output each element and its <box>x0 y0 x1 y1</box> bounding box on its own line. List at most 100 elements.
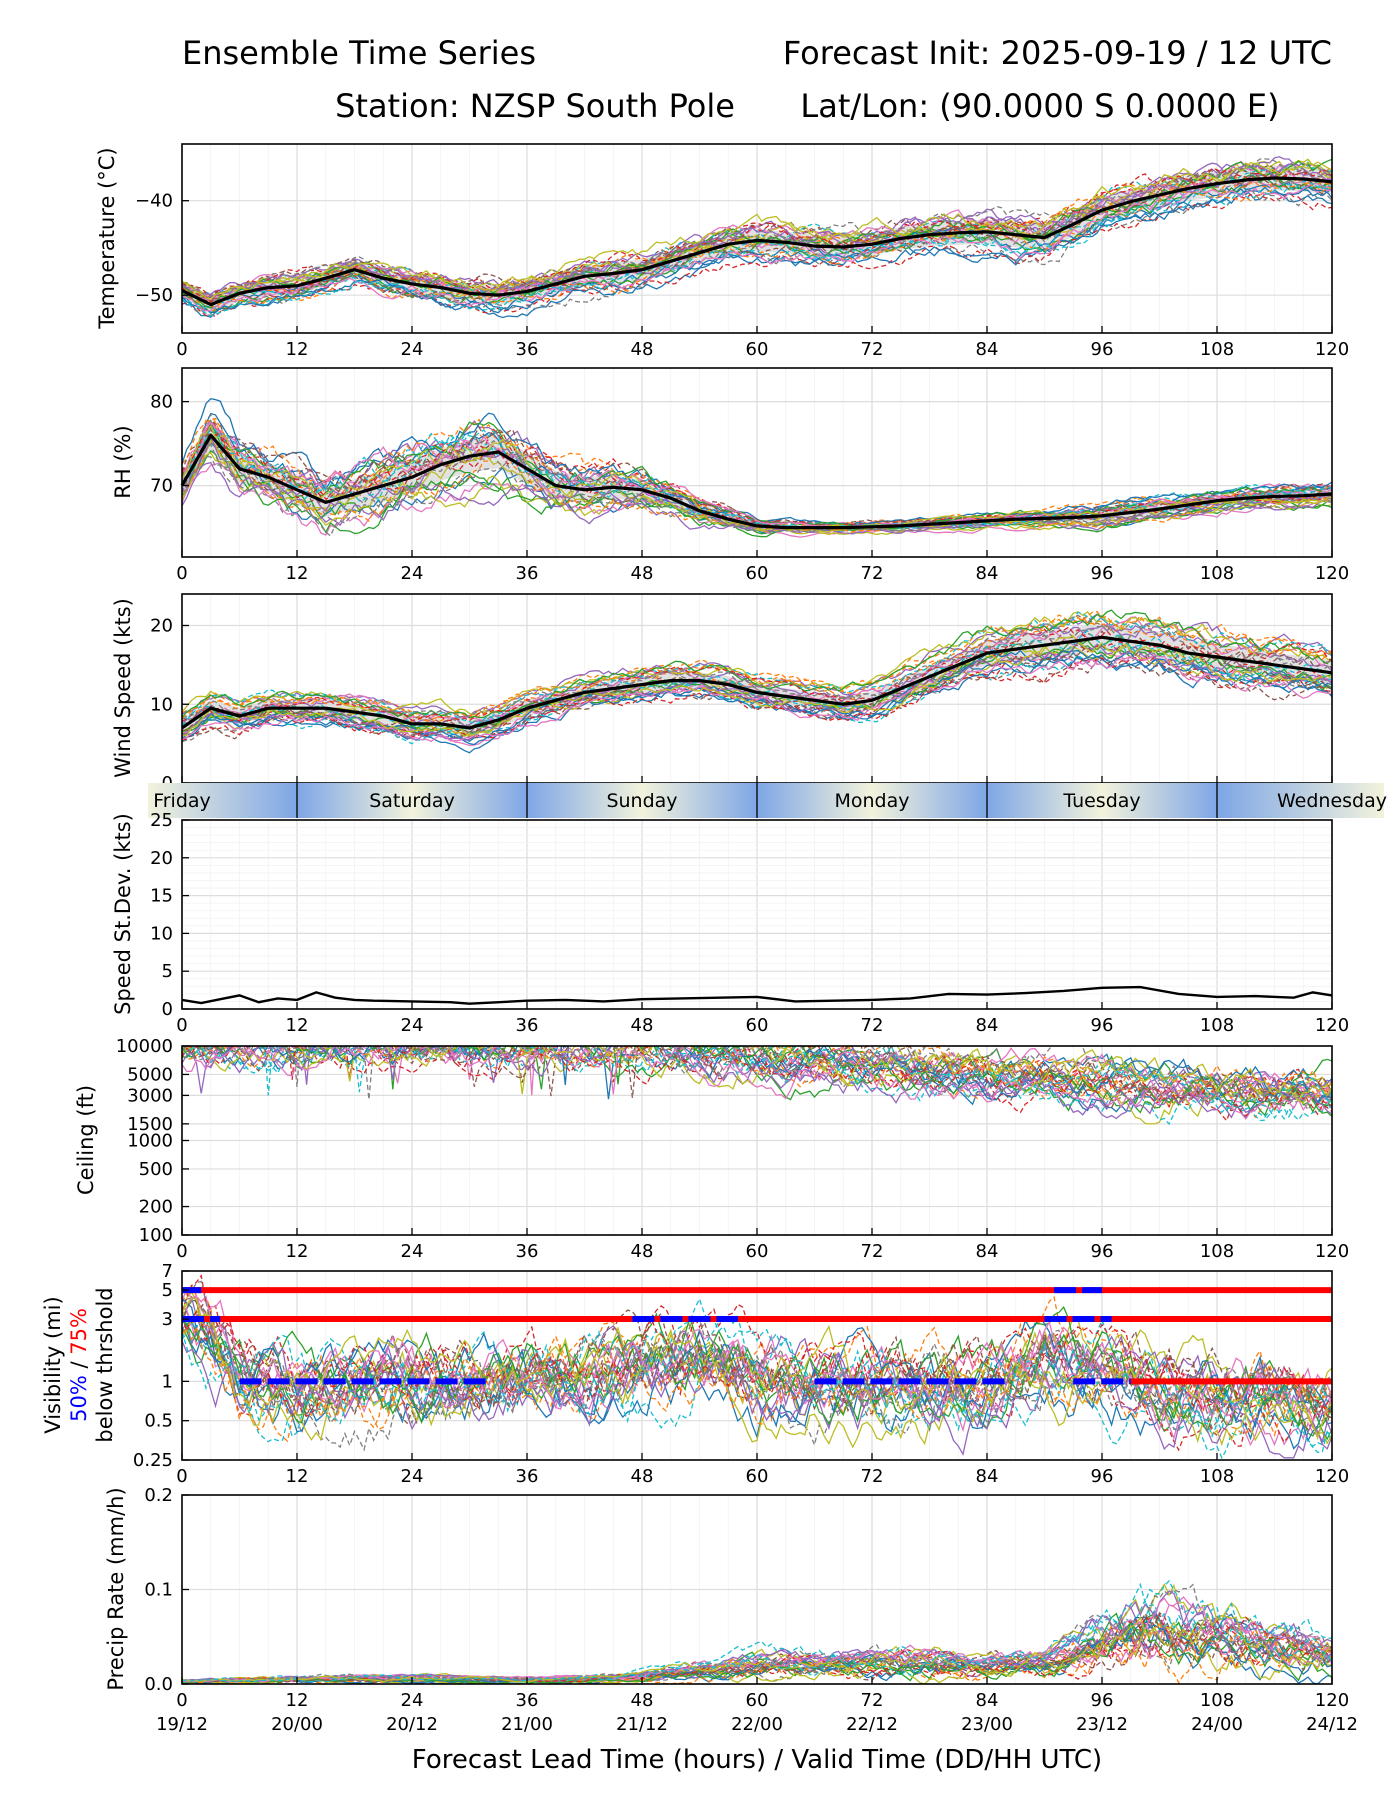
visibility-xtick-label: 60 <box>746 1466 769 1487</box>
visibility-xtick-label: 120 <box>1315 1466 1349 1487</box>
speed-stdev-xtick-label: 48 <box>631 1015 654 1036</box>
visibility-xtick-label: 72 <box>861 1466 884 1487</box>
ceiling-xtick-label: 0 <box>176 1241 187 1262</box>
wind-speed-member-line <box>182 630 1332 731</box>
ceiling-xtick-label: 48 <box>631 1241 654 1262</box>
rh-ylabel: RH (%) <box>111 425 135 498</box>
temperature-xtick-label: 120 <box>1315 339 1349 360</box>
wind-speed-member-line <box>182 641 1332 741</box>
latlon-label: Lat/Lon: (90.0000 S 0.0000 E) <box>800 87 1279 125</box>
ceiling-member-line <box>200 1046 1332 1106</box>
speed-stdev-ylabel: Speed St.Dev. (kts) <box>111 813 135 1015</box>
ceiling-ytick-label: 10000 <box>116 1036 173 1057</box>
ceiling-ytick-label: 1500 <box>127 1114 173 1135</box>
visibility-ylabel: Visibility (mi) <box>41 1296 65 1433</box>
rh-member-line <box>182 437 1332 538</box>
title-left: Ensemble Time Series <box>182 34 536 72</box>
visibility-xtick-label: 48 <box>631 1466 654 1487</box>
precip-ytick-label: 0.1 <box>144 1580 173 1601</box>
valid-time-label: 24/00 <box>1191 1714 1243 1735</box>
ceiling-member-line <box>297 1046 1332 1103</box>
wind-speed-member-line <box>182 657 1332 741</box>
temperature-member-line <box>182 161 1332 297</box>
day-strip-segment <box>987 783 1217 818</box>
speed-stdev-xtick-label: 84 <box>976 1015 999 1036</box>
day-label: Monday <box>834 790 909 812</box>
temperature-ytick-label: −50 <box>135 285 173 306</box>
temperature-member-line <box>182 191 1332 318</box>
wind-speed-member-line <box>182 616 1332 723</box>
title-right: Forecast Init: 2025-09-19 / 12 UTC <box>783 34 1332 72</box>
ceiling-member-line <box>182 1046 1332 1117</box>
wind-speed-member-line <box>182 609 1332 719</box>
speed-stdev-xtick-label: 12 <box>286 1015 309 1036</box>
rh-xtick-label: 48 <box>631 563 654 584</box>
visibility-ylabel-pct: 50% / 75% <box>67 1308 91 1422</box>
visibility-xtick-label: 108 <box>1200 1466 1234 1487</box>
rh-member-line <box>182 426 1332 532</box>
wind-speed-ylabel: Wind Speed (kts) <box>111 598 135 778</box>
day-label: Tuesday <box>1062 790 1140 812</box>
temperature-xtick-label: 72 <box>861 339 884 360</box>
wind-speed-member-line <box>182 624 1332 720</box>
speed-stdev-panel: 0 5 10 15 20 25 0 12 24 36 48 60 72 84 96 108 120 <box>150 810 1349 1036</box>
speed-stdev-xtick-label: 96 <box>1091 1015 1114 1036</box>
precip-xtick-label: 72 <box>861 1690 884 1711</box>
wind-speed-member-line <box>182 611 1332 716</box>
precip-member-line <box>182 1579 1332 1683</box>
ceiling-ytick-label: 5000 <box>127 1064 173 1085</box>
valid-time-label: 23/12 <box>1076 1714 1128 1735</box>
temperature-xtick-label: 24 <box>401 339 424 360</box>
ceiling-xtick-label: 84 <box>976 1241 999 1262</box>
temperature-member-line <box>182 186 1332 314</box>
temperature-panel: −50 −40 0 12 24 36 48 60 72 84 96 108 120 <box>135 143 1349 360</box>
ceiling-member-line <box>202 1046 1332 1103</box>
ceiling-member-line <box>182 1046 1332 1120</box>
day-strip-segment <box>757 783 987 818</box>
temperature-xtick-label: 0 <box>176 339 187 360</box>
visibility-member-line <box>182 1297 1332 1432</box>
valid-time-label: 23/00 <box>961 1714 1013 1735</box>
day-label: Sunday <box>606 790 677 812</box>
temperature-xtick-label: 48 <box>631 339 654 360</box>
speed-stdev-ytick-label: 15 <box>150 886 173 907</box>
wind-speed-ytick-label: 10 <box>150 694 173 715</box>
day-label: Saturday <box>369 790 455 812</box>
valid-time-label: 19/12 <box>156 1714 208 1735</box>
speed-stdev-ytick-label: 5 <box>162 961 173 982</box>
rh-xtick-label: 84 <box>976 563 999 584</box>
visibility-ytick-label: 1 <box>162 1371 173 1392</box>
speed-stdev-line <box>181 985 1333 1005</box>
precip-xtick-label: 60 <box>746 1690 769 1711</box>
rh-xtick-label: 108 <box>1200 563 1234 584</box>
visibility-ylabel-suffix: below thrshold <box>93 1287 117 1442</box>
visibility-member-line <box>182 1280 1332 1433</box>
temperature-member-line <box>182 180 1332 318</box>
visibility-member-line <box>182 1321 1332 1450</box>
temperature-member-line <box>182 182 1332 312</box>
valid-time-label: 22/00 <box>731 1714 783 1735</box>
precip-member-line <box>182 1611 1332 1683</box>
ceiling-member-line <box>205 1046 1332 1103</box>
speed-stdev-ytick-label: 25 <box>150 810 173 831</box>
temperature-xtick-label: 36 <box>516 339 539 360</box>
day-strip: Friday Saturday Sunday Monday Tuesday Wednesd… <box>148 783 1387 818</box>
day-strip-segment <box>297 783 527 818</box>
ceiling-member-line <box>194 1046 1332 1112</box>
precip-xtick-label: 24 <box>401 1690 424 1711</box>
wind-speed-member-line <box>182 614 1332 720</box>
visibility-member-line <box>182 1330 1332 1459</box>
ceiling-ytick-label: 3000 <box>127 1085 173 1106</box>
rh-xtick-label: 96 <box>1091 563 1114 584</box>
rh-member-line <box>182 418 1332 528</box>
valid-time-label: 20/00 <box>271 1714 323 1735</box>
visibility-xtick-label: 24 <box>401 1466 424 1487</box>
temperature-member-line <box>182 156 1332 295</box>
wind-speed-member-line <box>182 611 1332 724</box>
visibility-xtick-label: 0 <box>176 1466 187 1487</box>
precip-xtick-label: 48 <box>631 1690 654 1711</box>
valid-time-label: 20/12 <box>386 1714 438 1735</box>
visibility-xtick-label: 96 <box>1091 1466 1114 1487</box>
speed-stdev-xtick-label: 72 <box>861 1015 884 1036</box>
